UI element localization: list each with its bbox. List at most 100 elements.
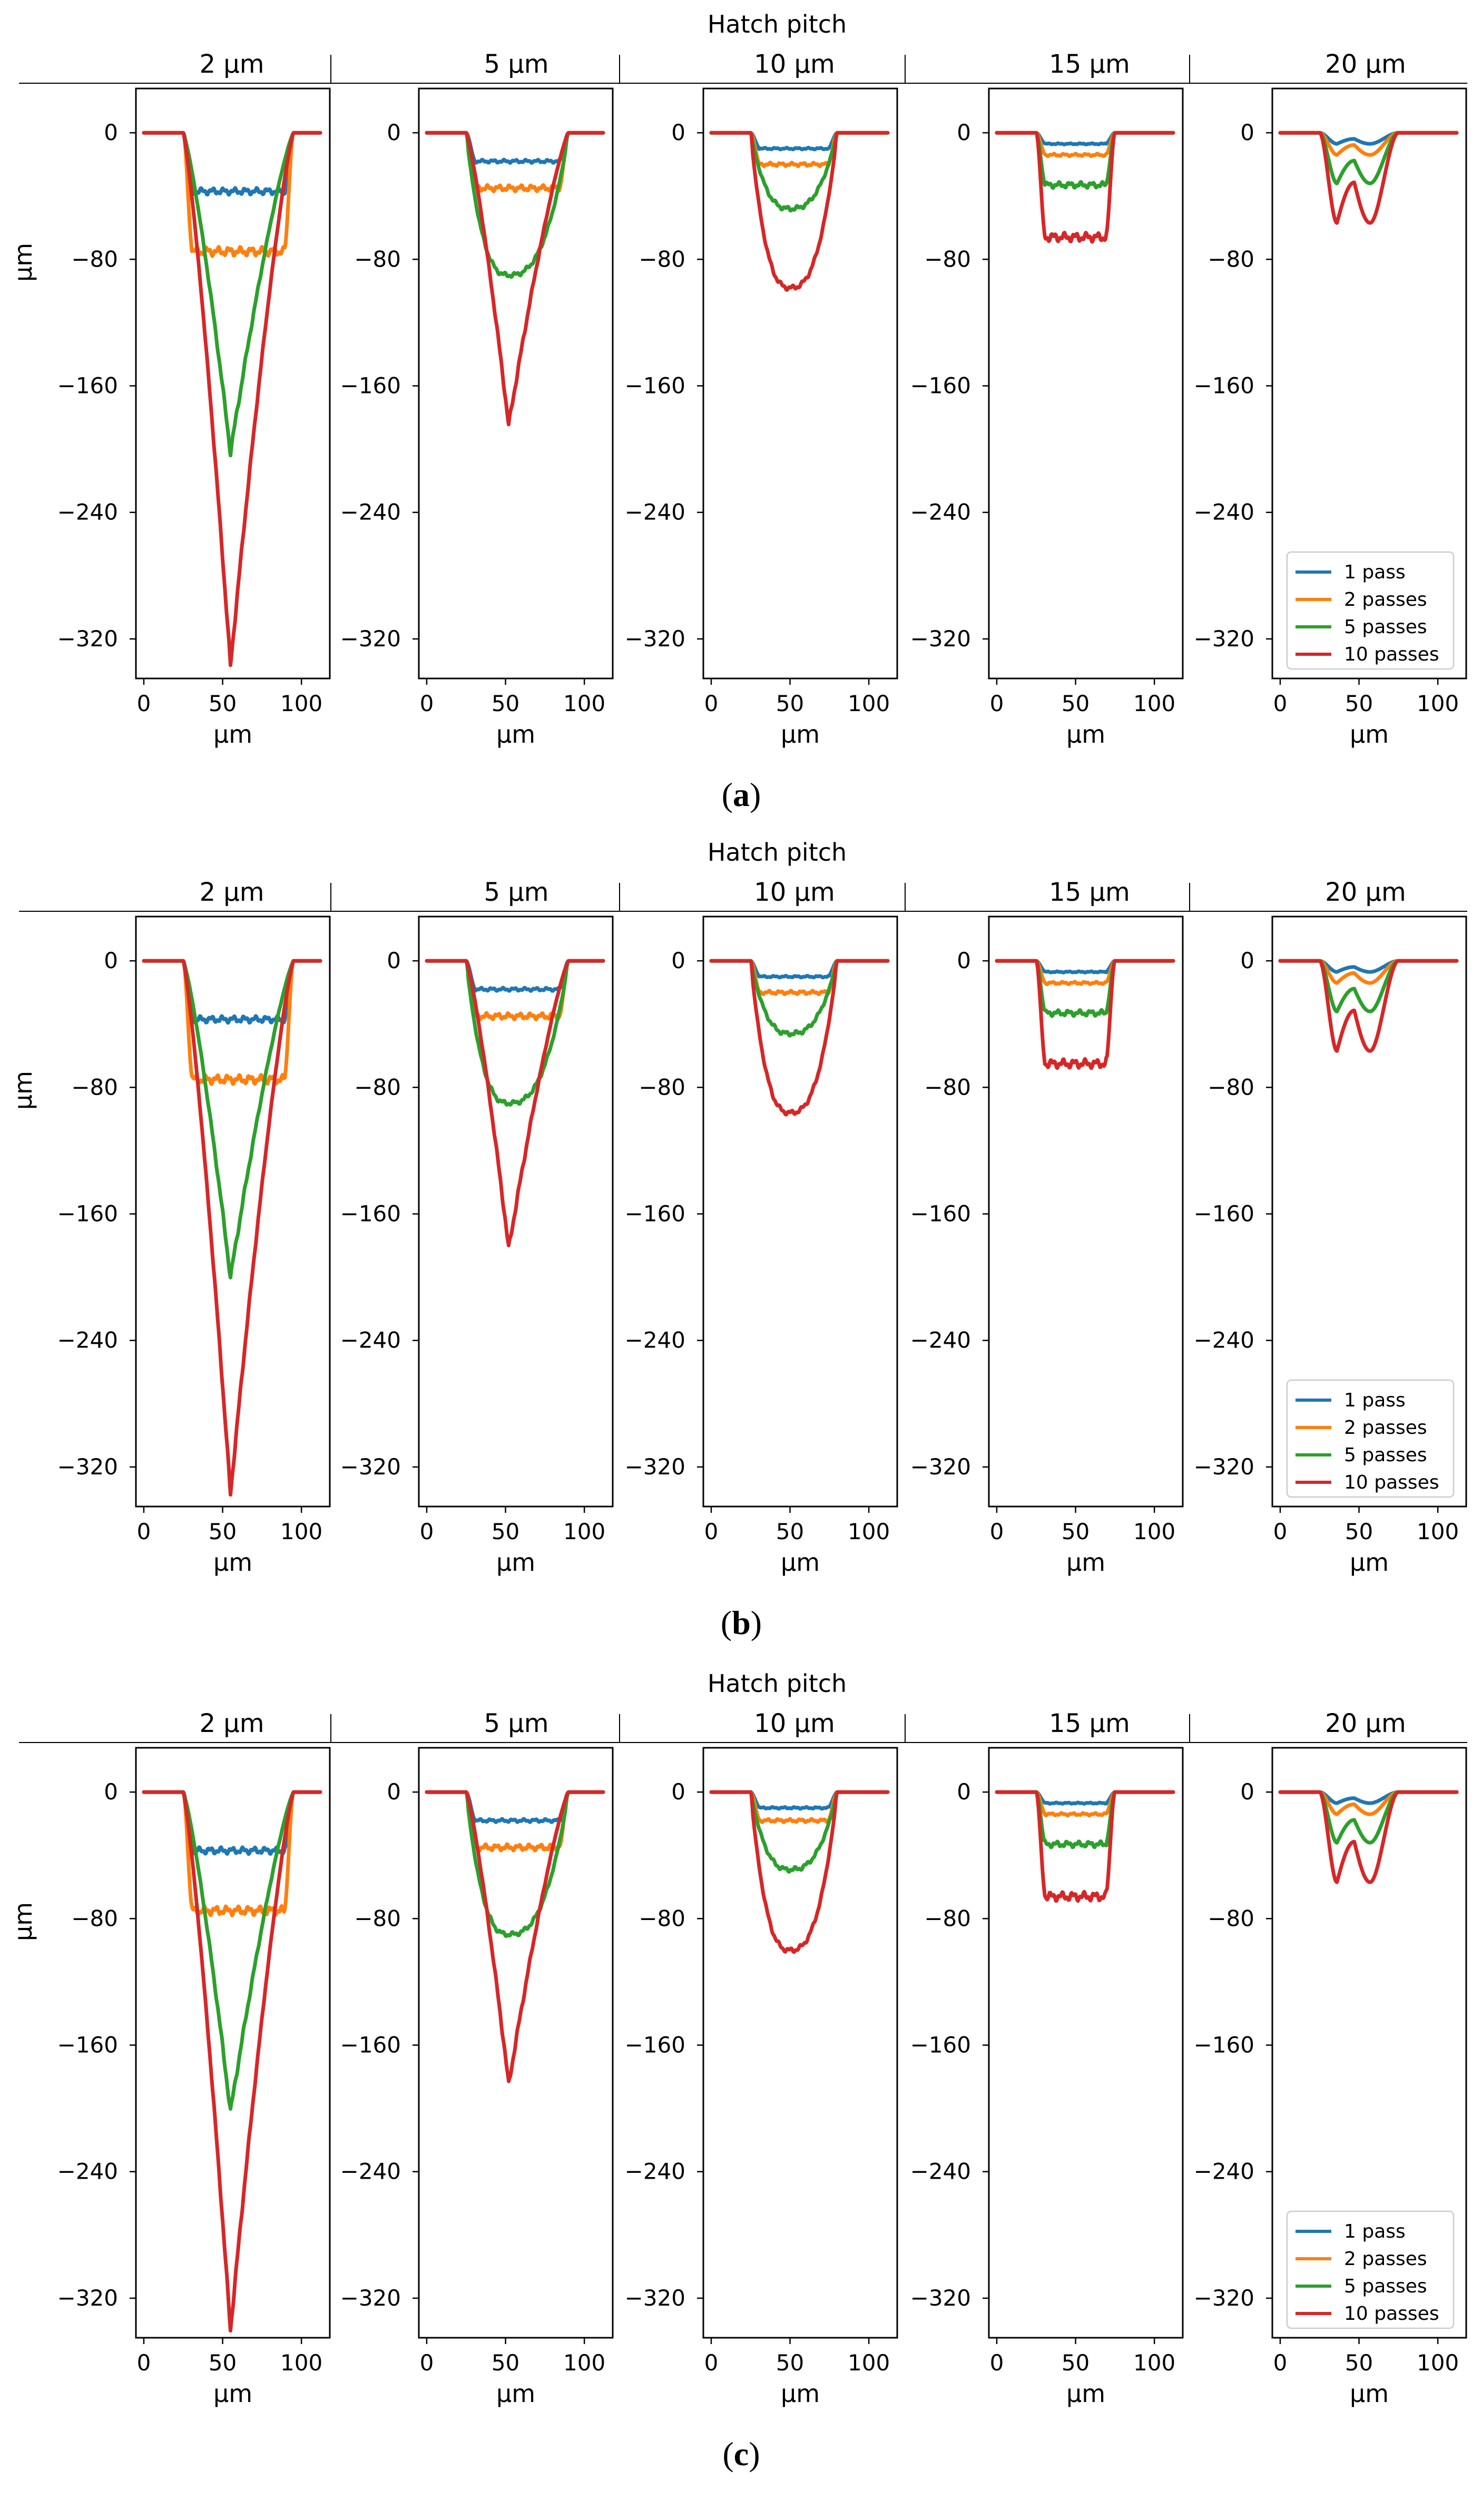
x-tick-label: 100 xyxy=(1417,2350,1459,2376)
series-line-1-pass xyxy=(425,131,605,165)
legend: 1 pass 2 passes 5 passes 10 passes xyxy=(1286,1379,1455,1498)
x-tick-label: 50 xyxy=(776,1519,804,1544)
y-tick-label: −240 xyxy=(625,1327,685,1353)
x-tick-label: 100 xyxy=(563,691,605,716)
subplot-1: 2 µm 0 −80 −160 −240 −320 0 50 100 µm xyxy=(57,1709,331,2408)
y-tick-label: −320 xyxy=(625,626,685,652)
y-tick-label: −160 xyxy=(1194,2032,1254,2058)
x-axis-label: µm xyxy=(1066,1548,1105,1577)
x-tick-label: 50 xyxy=(1345,691,1373,716)
legend-frame xyxy=(1286,2210,1455,2329)
y-tick-label: −160 xyxy=(1194,373,1254,399)
pitch-label: 5 µm xyxy=(484,878,548,907)
y-tick-label: −320 xyxy=(340,2285,401,2311)
x-axis-label: µm xyxy=(496,2379,535,2408)
x-tick-label: 100 xyxy=(1417,691,1459,716)
legend-entry: 5 passes xyxy=(1344,616,1427,638)
group-title: Hatch pitch xyxy=(708,10,847,38)
y-tick-label: −320 xyxy=(910,2285,971,2311)
pitch-label: 10 µm xyxy=(754,50,835,79)
series-line-1-pass xyxy=(425,959,605,993)
series-line-5-passes xyxy=(142,959,322,1279)
x-axis-label: µm xyxy=(213,2379,252,2408)
series-line-5-passes xyxy=(709,131,890,213)
series-line-5-passes xyxy=(142,131,322,458)
x-tick-label: 50 xyxy=(209,691,237,716)
x-axis-label: µm xyxy=(781,720,820,749)
series-line-5-passes xyxy=(1278,1790,1459,1845)
y-tick-label: −80 xyxy=(639,1905,685,1931)
x-axis-label: µm xyxy=(781,1548,820,1577)
y-tick-label: −80 xyxy=(1208,1074,1254,1100)
y-tick-label: 0 xyxy=(957,1779,971,1805)
legend-entry: 10 passes xyxy=(1344,644,1439,665)
pitch-label: 5 µm xyxy=(484,1709,548,1738)
series-line-2-passes xyxy=(142,1790,322,1917)
series-line-10-passes xyxy=(142,131,322,667)
pitch-label: 10 µm xyxy=(754,1709,835,1738)
series-line-1-pass xyxy=(142,131,322,197)
series-line-10-passes xyxy=(995,131,1175,244)
axes-frame xyxy=(135,1747,331,2339)
y-tick-label: −240 xyxy=(625,499,685,525)
pitch-label: 2 µm xyxy=(199,1709,264,1738)
y-axis-label: µm xyxy=(9,1902,37,1941)
axes-frame xyxy=(418,87,614,680)
y-tick-label: −240 xyxy=(57,1327,118,1353)
x-tick-label: 0 xyxy=(704,1519,719,1544)
x-tick-label: 0 xyxy=(137,691,151,716)
series-line-1-pass xyxy=(709,959,890,980)
series-line-5-passes xyxy=(1278,131,1459,185)
subplot-4: 15 µm 0 −80 −160 −240 −320 0 50 100 µm xyxy=(910,1709,1184,2408)
y-tick-label: 0 xyxy=(1240,948,1254,973)
y-tick-label: 0 xyxy=(1240,120,1254,145)
x-tick-label: 100 xyxy=(280,691,322,716)
subplot-2: 5 µm 0 −80 −160 −240 −320 0 50 100 µm xyxy=(340,1709,614,2408)
x-axis-label: µm xyxy=(1066,2379,1105,2408)
x-axis-label: µm xyxy=(1350,2379,1389,2408)
series-line-1-pass xyxy=(425,1790,605,1824)
subplot-4: 15 µm 0 −80 −160 −240 −320 0 50 100 µm xyxy=(910,878,1184,1577)
y-tick-label: −240 xyxy=(910,499,971,525)
series-line-5-passes xyxy=(995,959,1175,1018)
series-line-10-passes xyxy=(142,959,322,1497)
y-tick-label: −320 xyxy=(1194,2285,1254,2311)
x-tick-label: 0 xyxy=(420,691,434,716)
y-tick-label: −160 xyxy=(625,1201,685,1227)
y-tick-label: −240 xyxy=(625,2159,685,2184)
x-tick-label: 0 xyxy=(1273,691,1288,716)
subplot-2: 5 µm 0 −80 −160 −240 −320 0 50 100 µm xyxy=(340,878,614,1577)
axes-frame xyxy=(702,87,898,680)
x-tick-label: 0 xyxy=(990,1519,1004,1544)
pitch-label: 15 µm xyxy=(1049,878,1130,907)
x-tick-label: 100 xyxy=(848,691,890,716)
x-tick-label: 0 xyxy=(990,2350,1004,2376)
panel-label: (c) xyxy=(722,2435,760,2473)
x-tick-label: 50 xyxy=(1345,2350,1373,2376)
x-axis-label: µm xyxy=(213,720,252,749)
series-line-10-passes xyxy=(142,1790,322,2333)
series-line-10-passes xyxy=(995,959,1175,1070)
y-tick-label: −80 xyxy=(1208,1905,1254,1931)
x-tick-label: 50 xyxy=(209,2350,237,2376)
y-tick-label: 0 xyxy=(104,120,118,145)
x-axis-label: µm xyxy=(496,1548,535,1577)
axes-frame xyxy=(135,87,331,680)
y-tick-label: −160 xyxy=(910,2032,971,2058)
subplot-3: 10 µm 0 −80 −160 −240 −320 0 50 100 µm xyxy=(625,50,898,749)
y-tick-label: 0 xyxy=(957,948,971,973)
legend-entry: 1 pass xyxy=(1344,1390,1406,1411)
series-line-5-passes xyxy=(425,959,605,1107)
series-line-10-passes xyxy=(995,1790,1175,1903)
y-tick-label: 0 xyxy=(387,120,401,145)
x-tick-label: 0 xyxy=(990,691,1004,716)
subplot-5: 20 µm 0 −80 −160 −240 −320 0 50 100 µm 1 pass 2 pas… xyxy=(1194,1709,1467,2408)
series-line-10-passes xyxy=(709,1790,890,1954)
x-tick-label: 0 xyxy=(1273,1519,1288,1544)
x-axis-label: µm xyxy=(781,2379,820,2408)
y-tick-label: −320 xyxy=(910,1454,971,1480)
legend-entry: 10 passes xyxy=(1344,2303,1439,2325)
x-tick-label: 0 xyxy=(137,2350,151,2376)
legend: 1 pass 2 passes 5 passes 10 passes xyxy=(1286,2210,1455,2329)
